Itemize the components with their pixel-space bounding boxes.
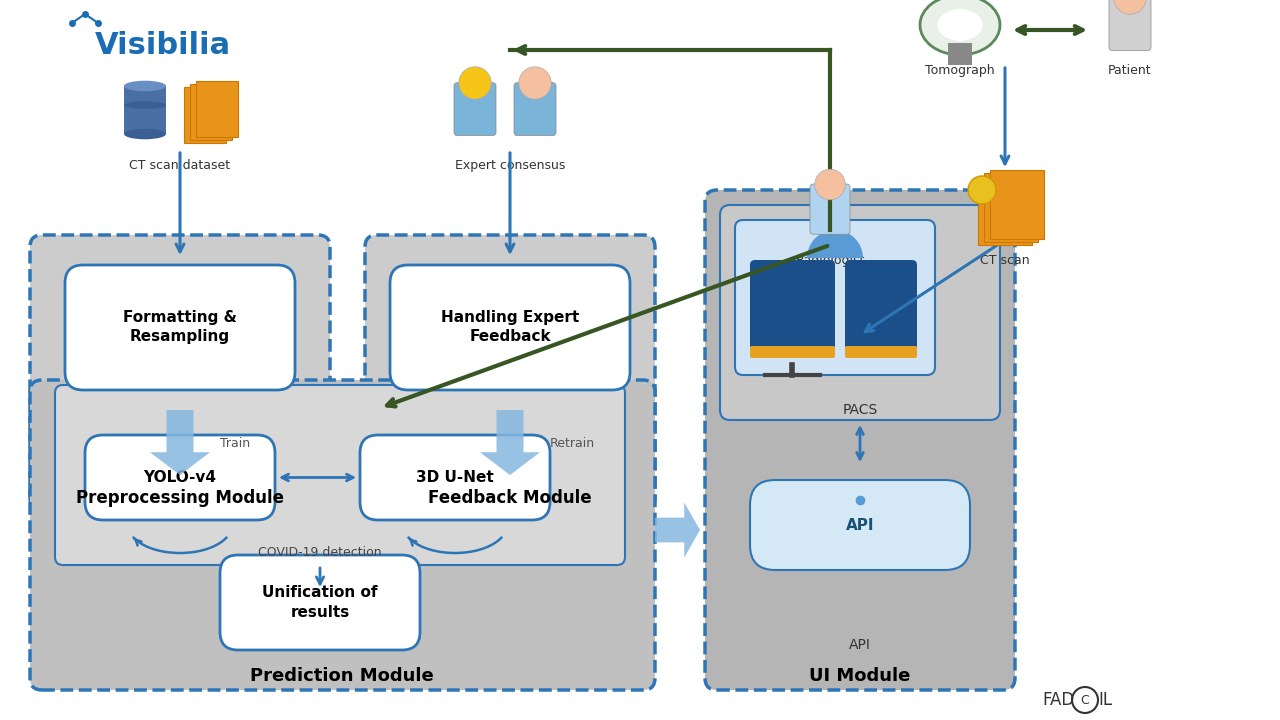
Text: Visibilia: Visibilia <box>95 30 232 60</box>
Ellipse shape <box>124 129 166 139</box>
Text: API: API <box>846 518 874 533</box>
Text: 3D U-Net: 3D U-Net <box>416 470 494 485</box>
Circle shape <box>968 176 996 204</box>
Text: API: API <box>849 638 870 652</box>
Text: Train: Train <box>220 436 250 449</box>
Polygon shape <box>150 410 210 475</box>
FancyBboxPatch shape <box>65 265 294 390</box>
Text: IL: IL <box>1098 691 1112 709</box>
Wedge shape <box>806 230 863 258</box>
FancyBboxPatch shape <box>390 265 630 390</box>
FancyBboxPatch shape <box>735 220 934 375</box>
Text: Unification of
results: Unification of results <box>262 585 378 620</box>
FancyBboxPatch shape <box>515 83 556 135</box>
Polygon shape <box>480 410 540 475</box>
Text: YOLO-v4: YOLO-v4 <box>143 470 216 485</box>
Text: Radiologist: Radiologist <box>795 253 865 266</box>
FancyBboxPatch shape <box>810 184 850 234</box>
Text: CT scan: CT scan <box>980 253 1030 266</box>
FancyBboxPatch shape <box>750 346 835 358</box>
Ellipse shape <box>124 81 166 91</box>
FancyBboxPatch shape <box>196 81 238 137</box>
Text: C: C <box>1080 693 1089 706</box>
Text: Expert consensus: Expert consensus <box>454 158 566 171</box>
FancyBboxPatch shape <box>1108 0 1151 50</box>
Text: Retrain: Retrain <box>550 436 595 449</box>
FancyBboxPatch shape <box>705 190 1015 690</box>
FancyBboxPatch shape <box>29 235 330 510</box>
FancyBboxPatch shape <box>989 169 1044 238</box>
FancyBboxPatch shape <box>845 346 916 358</box>
Circle shape <box>518 67 552 99</box>
Ellipse shape <box>124 102 166 109</box>
FancyBboxPatch shape <box>454 83 497 135</box>
Text: Tomograph: Tomograph <box>925 63 995 76</box>
Text: PACS: PACS <box>842 403 878 417</box>
Polygon shape <box>655 503 700 557</box>
FancyBboxPatch shape <box>750 480 970 570</box>
FancyBboxPatch shape <box>365 235 655 510</box>
Text: CT scan dataset: CT scan dataset <box>129 158 230 171</box>
FancyBboxPatch shape <box>360 435 550 520</box>
Text: Formatting &
Resampling: Formatting & Resampling <box>123 310 237 344</box>
Text: UI Module: UI Module <box>809 667 910 685</box>
FancyBboxPatch shape <box>978 176 1032 245</box>
Text: Patient: Patient <box>1108 63 1152 76</box>
FancyBboxPatch shape <box>750 260 835 350</box>
FancyBboxPatch shape <box>84 435 275 520</box>
Text: Feedback Module: Feedback Module <box>429 489 591 507</box>
Ellipse shape <box>937 9 983 41</box>
Ellipse shape <box>920 0 1000 55</box>
Circle shape <box>458 67 492 99</box>
Text: Preprocessing Module: Preprocessing Module <box>76 489 284 507</box>
FancyBboxPatch shape <box>189 84 232 140</box>
FancyBboxPatch shape <box>845 260 916 350</box>
Text: FAD: FAD <box>1043 691 1075 709</box>
FancyBboxPatch shape <box>984 173 1038 241</box>
Text: COVID-19 detection: COVID-19 detection <box>259 546 381 559</box>
FancyBboxPatch shape <box>29 380 655 690</box>
FancyBboxPatch shape <box>184 87 227 143</box>
FancyBboxPatch shape <box>55 385 625 565</box>
Circle shape <box>1114 0 1146 14</box>
FancyBboxPatch shape <box>948 43 972 65</box>
Circle shape <box>814 169 845 200</box>
Text: Prediction Module: Prediction Module <box>250 667 434 685</box>
FancyBboxPatch shape <box>719 205 1000 420</box>
Text: Handling Expert
Feedback: Handling Expert Feedback <box>440 310 579 344</box>
FancyBboxPatch shape <box>124 86 166 134</box>
FancyBboxPatch shape <box>220 555 420 650</box>
